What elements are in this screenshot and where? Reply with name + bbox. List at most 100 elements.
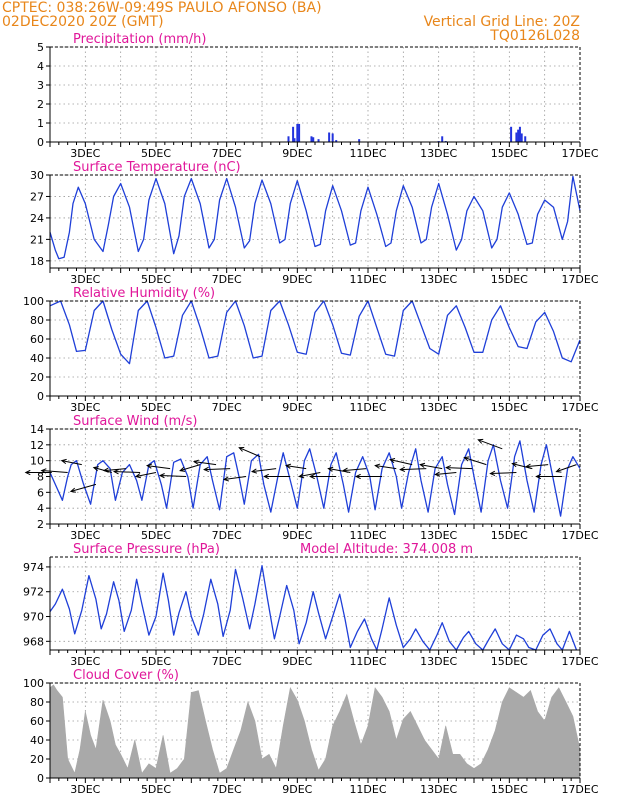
wind-vector	[92, 466, 112, 474]
y-tick-label: 10	[30, 455, 44, 468]
x-tick-label: 7DEC	[212, 273, 242, 286]
y-tick-label: 3	[37, 79, 44, 92]
wind-vector	[60, 458, 82, 466]
x-tick-label: 7DEC	[212, 401, 242, 414]
wind-vector	[145, 463, 171, 470]
x-tick-label: 15DEC	[491, 655, 528, 668]
pressure-line	[49, 565, 578, 651]
wind-vector	[158, 473, 187, 479]
wind-vector-shaft	[252, 468, 277, 473]
wind-vector-shaft	[286, 465, 307, 470]
wind-vector-shaft	[114, 471, 141, 474]
wind-vector-head	[389, 458, 396, 464]
wind-vector-shaft	[390, 459, 413, 466]
panel-title: Surface Wind (m/s)	[73, 414, 197, 429]
temp-panel: 18 21 24 27 30 3DEC 5DEC 7DEC 9DEC 11DEC 13DEC 15DE…	[30, 160, 599, 286]
y-tick-label: 100	[23, 677, 44, 690]
precip-bar	[296, 123, 299, 142]
precip-bar	[317, 139, 320, 142]
wind-vector	[203, 466, 231, 473]
x-tick-label: 17DEC	[561, 529, 598, 542]
precip-bar	[517, 129, 520, 142]
x-tick-label: 11DEC	[349, 655, 386, 668]
wind-vector-head	[145, 463, 153, 469]
y-tick-label: 8	[37, 471, 44, 484]
precip-bar	[358, 139, 361, 142]
x-tick-label: 9DEC	[282, 147, 312, 160]
wind-vector-shaft	[147, 465, 171, 470]
wind-vector	[102, 467, 127, 473]
precip-panel: 0 1 2 3 4 5 3DEC 5DEC 7DEC 9DEC 11DEC 13DEC 15DEC 17D…	[37, 32, 599, 160]
wind-vector-head	[192, 459, 199, 465]
wind-vector-head	[342, 467, 349, 473]
x-tick-label: 3DEC	[70, 783, 100, 796]
wind-vector	[399, 466, 427, 473]
y-tick-label: 20	[30, 371, 44, 384]
grid-note: Vertical Grid Line: 20Z	[424, 14, 580, 30]
panel-title: Precipitation (mm/h)	[73, 32, 206, 47]
wind-vector-shaft	[464, 457, 487, 466]
wind-vector-shaft	[70, 483, 97, 492]
y-tick-label: 6	[37, 486, 44, 499]
y-tick-label: 20	[30, 753, 44, 766]
panel-title: Cloud Cover (%)	[73, 668, 179, 683]
wind-vector-shaft	[103, 468, 127, 472]
x-tick-label: 9DEC	[282, 783, 312, 796]
wind-vector-head	[250, 468, 258, 474]
wind-vector	[489, 470, 517, 477]
wind-vector	[298, 472, 321, 479]
wind-vector-head	[298, 473, 305, 479]
x-tick-label: 13DEC	[420, 147, 457, 160]
x-tick-label: 7DEC	[212, 783, 242, 796]
wind-vector-head	[445, 465, 452, 471]
wind-vector	[535, 473, 563, 480]
x-tick-label: 3DEC	[70, 147, 100, 160]
x-tick-label: 11DEC	[349, 401, 386, 414]
wind-vector-head	[40, 468, 47, 474]
x-tick-label: 17DEC	[561, 655, 598, 668]
wind-vector-head	[158, 473, 165, 479]
wind-line	[49, 440, 581, 517]
precip-bar	[524, 136, 527, 142]
wind-vector	[525, 463, 549, 469]
y-tick-label: 24	[30, 212, 44, 225]
precip-bar	[287, 136, 290, 142]
y-tick-label: 40	[30, 734, 44, 747]
x-tick-label: 15DEC	[491, 783, 528, 796]
panel-title: Relative Humidity (%)	[73, 286, 215, 301]
rh-line	[49, 300, 581, 365]
precip-bar	[515, 132, 518, 142]
wind-vector-head	[309, 473, 315, 480]
precip-bar	[292, 126, 295, 142]
x-tick-label: 17DEC	[561, 783, 598, 796]
wind-vector-shaft	[446, 467, 473, 470]
wind-vector-shaft	[490, 472, 517, 475]
wind-vector	[263, 473, 291, 480]
x-tick-label: 13DEC	[420, 783, 457, 796]
wind-vector-head	[134, 473, 141, 479]
temp-line	[49, 175, 581, 260]
header-line-2: 02DEC2020 20Z (GMT)	[2, 14, 164, 30]
wind-vector-shaft	[180, 464, 201, 472]
wind-vector	[445, 465, 473, 471]
wind-vector-head	[222, 476, 230, 482]
precip-bar	[518, 126, 521, 142]
panel-title: Surface Pressure (hPa)	[73, 542, 220, 557]
cloud-panel: 0 20 40 60 80 100 3DEC 5DEC 7DEC 9DEC 11DEC 13DEC 15…	[23, 668, 599, 796]
wind-vector-head	[69, 487, 76, 493]
wind-vector	[192, 459, 217, 466]
y-tick-label: 2	[37, 518, 44, 531]
wind-vector-shaft	[526, 464, 549, 468]
wind-vector-shaft	[224, 476, 247, 480]
wind-vector-head	[525, 463, 532, 469]
wind-vector-head	[477, 438, 484, 444]
wind-vector-head	[489, 470, 496, 477]
y-tick-label: 970	[23, 611, 44, 624]
wind-vector-head	[535, 473, 542, 480]
wind-vector-shaft	[239, 447, 261, 458]
pressure-panel: 968 970 972 974 3DEC 5DEC 7DEC 9DEC 11DEC 13DEC 15…	[23, 542, 599, 668]
wind-vector-head	[511, 462, 518, 468]
wind-vector	[238, 446, 261, 458]
wind-vector	[134, 472, 157, 479]
